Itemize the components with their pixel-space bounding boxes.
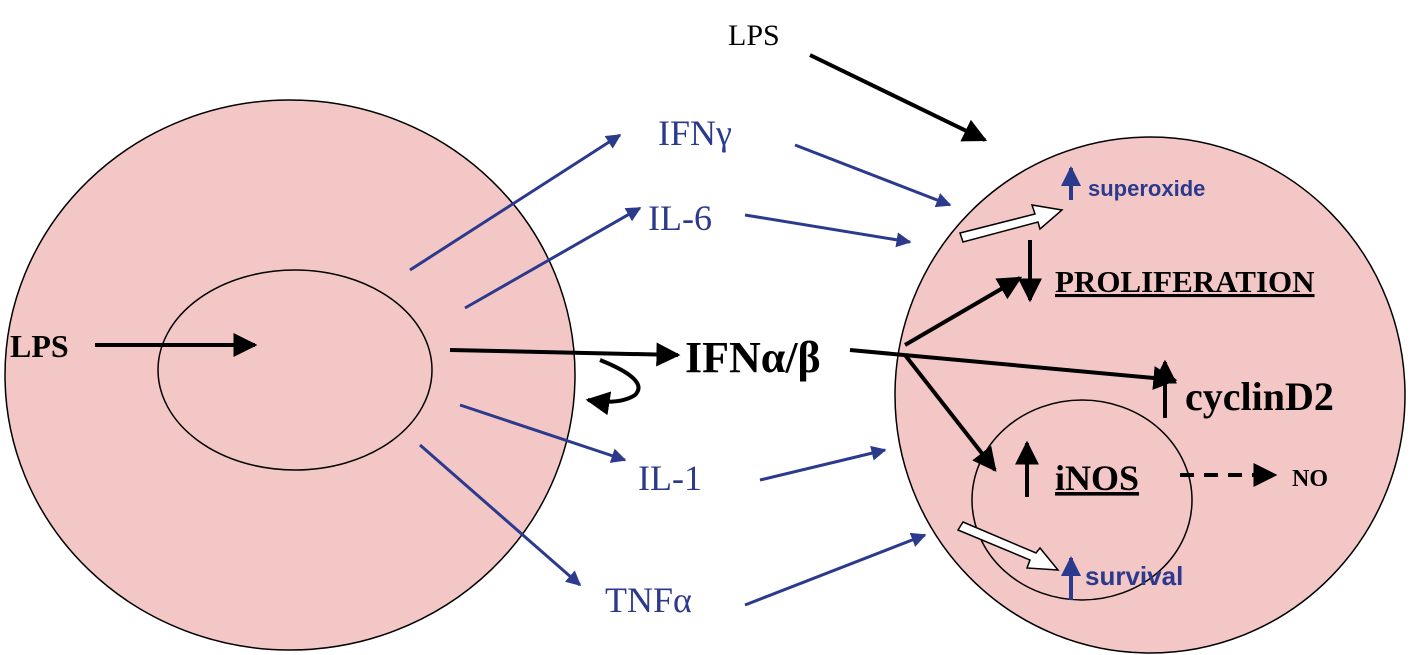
superoxide: superoxide xyxy=(1088,176,1205,201)
lps-left: LPS xyxy=(10,328,69,364)
ifn-alpha-beta: IFNα/β xyxy=(685,333,821,382)
lps-top: LPS xyxy=(728,19,780,52)
il6: IL-6 xyxy=(648,198,712,238)
il1: IL-1 xyxy=(638,458,702,498)
no: NO xyxy=(1292,466,1328,492)
inos: iNOS xyxy=(1055,458,1139,498)
diagram: LPS LPS IFNγ IL-6 IFNα/β IL-1 TNFα super… xyxy=(0,0,1417,655)
left-cell xyxy=(5,100,575,650)
survival: survival xyxy=(1085,561,1183,591)
tnf-alpha: TNFα xyxy=(605,580,692,620)
ifn-gamma: IFNγ xyxy=(658,113,732,153)
proliferation: PROLIFERATION xyxy=(1055,264,1315,299)
cyclind2: cyclinD2 xyxy=(1185,374,1334,419)
